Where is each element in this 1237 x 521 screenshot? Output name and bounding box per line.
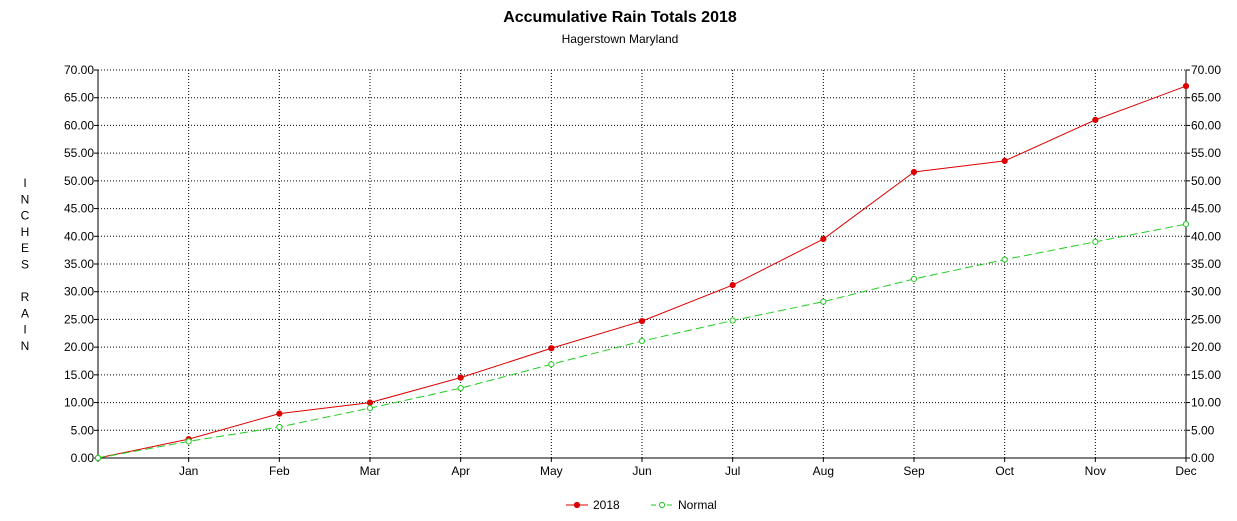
y-tick-label-left: 0.00: [71, 451, 95, 465]
data-point-normal: [457, 385, 464, 392]
x-tick-label: Aug: [813, 464, 834, 478]
y-tick-label-right: 10.00: [1191, 396, 1221, 410]
y-tick-label-left: 60.00: [64, 118, 94, 132]
x-tick-label: Apr: [451, 464, 470, 478]
y-tick-label-left: 55.00: [64, 146, 94, 160]
y-tick-label-right: 60.00: [1191, 118, 1221, 132]
y-tick-label-left: 35.00: [64, 257, 94, 271]
data-point-normal: [1092, 238, 1099, 245]
y-tick-label-left: 15.00: [64, 368, 94, 382]
chart-subtitle: Hagerstown Maryland: [562, 32, 679, 46]
data-point-normal: [910, 275, 918, 283]
y-ticks-left: 0.00 5.00 10.00 15.00 20.00 25.00 30.00 35.00 40…: [64, 63, 94, 465]
data-point-normal: [276, 423, 283, 431]
x-tick-label: Jun: [632, 464, 651, 478]
y-axis-label-letter: R: [21, 290, 30, 304]
data-point-2018: [1182, 82, 1190, 90]
y-axis-label-letter: S: [21, 258, 29, 272]
y-axis-label-letter: I: [23, 323, 26, 337]
y-axis-label-letter: N: [21, 192, 30, 206]
data-point-normal: [366, 405, 374, 412]
y-tick-label-left: 65.00: [64, 91, 94, 105]
y-tick-label-right: 5.00: [1191, 423, 1215, 437]
data-point-normal: [1001, 256, 1008, 263]
y-tick-label-left: 70.00: [64, 63, 94, 77]
x-tick-label: Nov: [1085, 464, 1106, 478]
x-tick-label: Mar: [360, 464, 381, 478]
data-point-2018: [366, 399, 374, 406]
y-tick-label-left: 45.00: [64, 202, 94, 216]
y-tick-label-right: 45.00: [1191, 202, 1221, 216]
data-point-2018: [1092, 116, 1099, 123]
y-tick-label-left: 30.00: [64, 285, 94, 299]
data-point-2018: [1001, 157, 1008, 165]
x-tick-label: Dec: [1175, 464, 1196, 478]
data-point-2018: [729, 281, 736, 289]
data-point-2018: [276, 410, 283, 417]
y-tick-label-right: 40.00: [1191, 229, 1221, 243]
data-point-2018: [910, 168, 918, 176]
x-tick-label: Feb: [269, 464, 290, 478]
y-tick-label-left: 40.00: [64, 229, 94, 243]
y-axis-label-letter: H: [21, 225, 30, 239]
y-tick-label-left: 10.00: [64, 396, 94, 410]
data-point-2018: [548, 345, 555, 352]
data-point-normal: [185, 438, 192, 445]
y-tick-label-right: 20.00: [1191, 340, 1221, 354]
y-tick-label-right: 65.00: [1191, 91, 1221, 105]
y-tick-label-left: 50.00: [64, 174, 94, 188]
y-tick-label-right: 25.00: [1191, 312, 1221, 326]
data-point-normal: [548, 361, 555, 368]
legend-label-normal: Normal: [678, 498, 717, 512]
y-axis-label-letter: N: [21, 339, 30, 353]
x-tick-label: Oct: [995, 464, 1014, 478]
y-axis-label-letter: I: [23, 176, 26, 190]
y-tick-label-right: 70.00: [1191, 63, 1221, 77]
data-point-2018: [457, 374, 464, 381]
data-point-normal: [820, 298, 827, 305]
x-tick-label: May: [540, 464, 563, 478]
grid: [98, 69, 1186, 458]
legend-label-2018: 2018: [593, 498, 620, 512]
legend: 2018 Normal: [566, 498, 717, 512]
axes: [94, 69, 1190, 462]
series-layer: [94, 82, 1190, 462]
data-point-2018: [638, 317, 646, 325]
y-tick-label-left: 5.00: [71, 423, 95, 437]
data-point-normal: [729, 317, 736, 324]
x-ticks: Jan Feb Mar Apr May Jun Jul Aug Sep Oct Nov Dec: [179, 464, 1197, 478]
y-tick-label-right: 30.00: [1191, 285, 1221, 299]
y-tick-label-right: 50.00: [1191, 174, 1221, 188]
x-tick-label: Jul: [725, 464, 740, 478]
y-axis-label-letter: E: [21, 241, 29, 255]
y-axis-label-letter: C: [21, 209, 30, 223]
y-tick-label-right: 0.00: [1191, 451, 1215, 465]
data-point-2018: [820, 235, 827, 243]
y-tick-label-right: 55.00: [1191, 146, 1221, 160]
legend-marker-2018: [573, 501, 581, 509]
y-tick-label-right: 15.00: [1191, 368, 1221, 382]
y-tick-label-right: 35.00: [1191, 257, 1221, 271]
x-tick-label: Jan: [179, 464, 198, 478]
data-point-normal: [638, 337, 646, 345]
y-axis-label-letter: A: [21, 306, 29, 320]
y-tick-label-left: 25.00: [64, 312, 94, 326]
x-tick-label: Sep: [903, 464, 925, 478]
data-point-normal: [1182, 220, 1190, 228]
chart-title: Accumulative Rain Totals 2018: [503, 9, 737, 26]
y-ticks-right: 0.00 5.00 10.00 15.00 20.00 25.00 30.00 35.00 40…: [1191, 63, 1221, 465]
y-tick-label-left: 20.00: [64, 340, 94, 354]
data-point-normal: [94, 454, 102, 462]
legend-marker-normal: [658, 501, 666, 509]
